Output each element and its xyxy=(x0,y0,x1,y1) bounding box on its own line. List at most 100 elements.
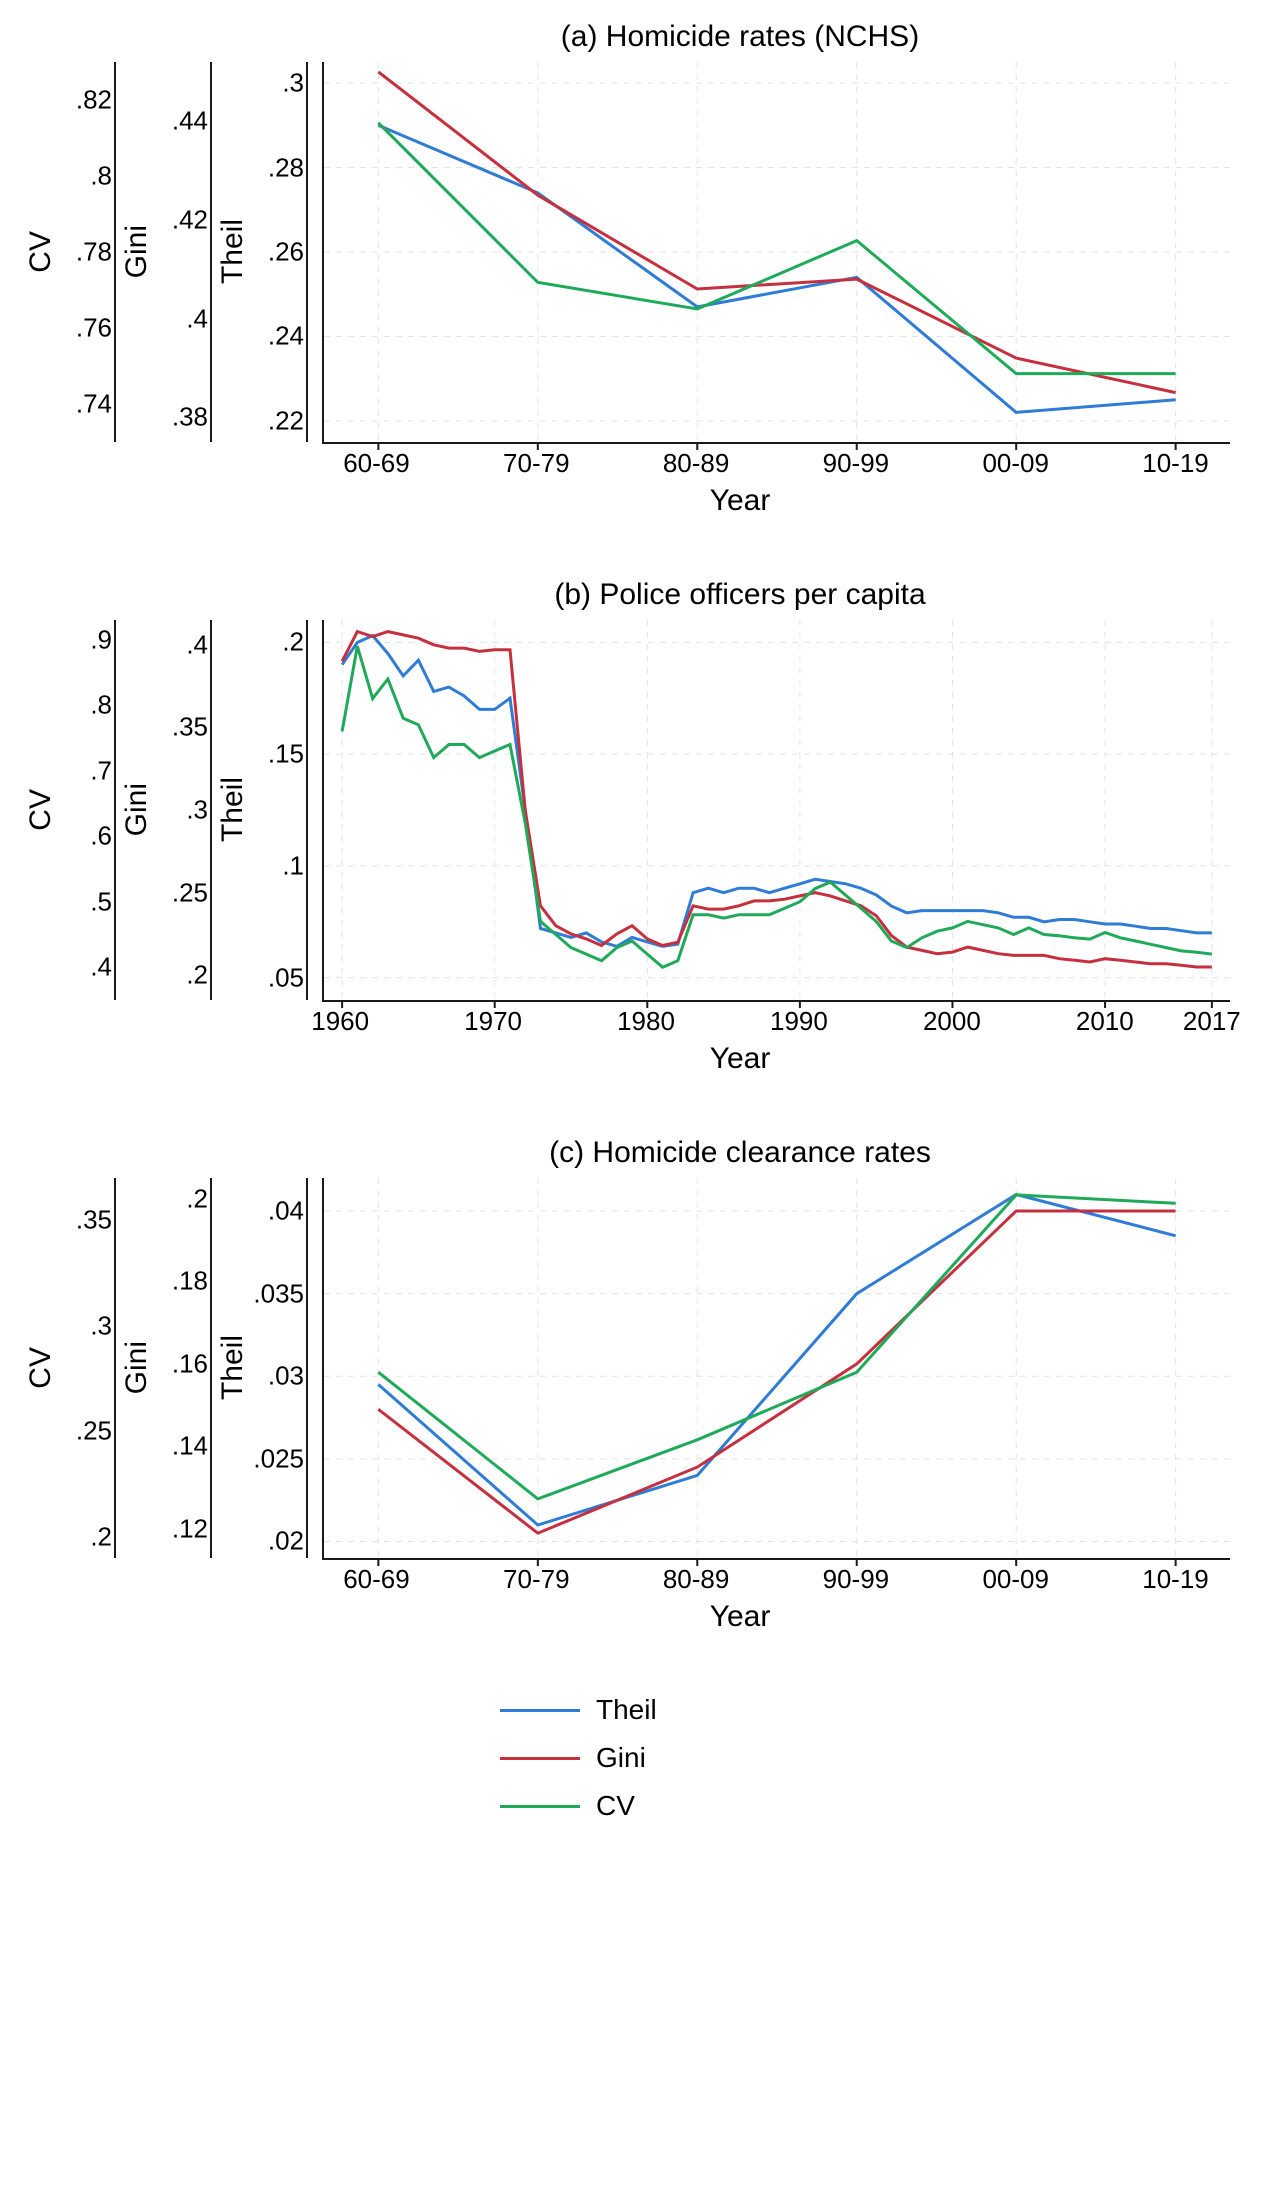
spacer xyxy=(20,1560,116,1594)
x-ticks-wrap: 1960197019801990200020102017 xyxy=(20,1002,1260,1036)
figure-root: (a) Homicide rates (NCHS)CV.74.76.78.8.8… xyxy=(20,20,1260,1822)
legend-label: CV xyxy=(596,1790,635,1822)
x-ticks-wrap: 60-69 70-79 80-89 90-99 00-09 10-19 xyxy=(20,444,1260,478)
y-tick: .035 xyxy=(253,1278,304,1309)
y-tick: .25 xyxy=(76,1416,112,1447)
x-tick: 00-09 xyxy=(982,448,1049,479)
y-tick: .4 xyxy=(186,629,208,660)
panel-c: (c) Homicide clearance rates CV .2 .25 .3 .35… xyxy=(20,1136,1260,1634)
x-tick: 1980 xyxy=(617,1006,675,1037)
panel-title: (a) Homicide rates (NCHS) xyxy=(220,20,1260,54)
y-axis-cv: CV.2.25.3.35 xyxy=(20,1178,116,1558)
x-axis-label: Year xyxy=(220,1042,1260,1076)
series-theil xyxy=(378,1195,1175,1526)
y-axis-gini: Gini.38.4.42.44 xyxy=(116,62,212,442)
y-tick: .9 xyxy=(90,624,112,655)
spacer xyxy=(20,1002,116,1036)
y-tick: .2 xyxy=(186,960,208,991)
y-tick: .3 xyxy=(282,68,304,99)
x-tick: 10-19 xyxy=(1142,1564,1209,1595)
y-tick: .82 xyxy=(76,85,112,116)
axis-label: Theil xyxy=(212,777,254,842)
y-axis-cv: CV.4.5.6.7.8.9 xyxy=(20,620,116,1000)
x-ticks-wrap: 60-6970-7980-8990-9900-0910-19 xyxy=(20,1560,1260,1594)
y-tick: .03 xyxy=(268,1361,304,1392)
legend-item-gini: Gini xyxy=(500,1742,780,1774)
axis-ticks: .2.25.3.35.4 xyxy=(158,620,212,1000)
axis-ticks: .02.025.03.035.04 xyxy=(254,1178,308,1558)
y-tick: .02 xyxy=(268,1526,304,1557)
x-tick: 70-79 xyxy=(503,448,570,479)
plot-area xyxy=(322,620,1230,1002)
y-tick: .16 xyxy=(172,1348,208,1379)
y-tick: .14 xyxy=(172,1431,208,1462)
legend-swatch xyxy=(500,1757,580,1760)
panel-title: (c) Homicide clearance rates xyxy=(220,1136,1260,1170)
x-tick: 2010 xyxy=(1076,1006,1134,1037)
series-gini xyxy=(342,632,1212,967)
y-tick: .6 xyxy=(90,821,112,852)
y-tick: .05 xyxy=(268,962,304,993)
axis-ticks: .22.24.26.28.3 xyxy=(254,62,308,442)
y-tick: .42 xyxy=(172,204,208,235)
y-axis-cv: CV.74.76.78.8.82 xyxy=(20,62,116,442)
y-tick: .24 xyxy=(268,321,304,352)
x-tick: 90-99 xyxy=(823,448,890,479)
axis-label: Theil xyxy=(212,1335,254,1400)
axis-label: Gini xyxy=(116,783,158,836)
x-ticks: 1960197019801990200020102017 xyxy=(322,1002,1230,1036)
legend: Theil Gini CV xyxy=(500,1694,780,1822)
plot-area xyxy=(322,1178,1230,1560)
panel-a: (a) Homicide rates (NCHS) CV.74.76.78.8.8… xyxy=(20,20,1260,518)
x-tick: 00-09 xyxy=(982,1564,1049,1595)
x-tick: 2017 xyxy=(1183,1006,1241,1037)
axis-ticks: .38 .4 .42 .44 xyxy=(158,62,212,442)
plot-row: CV.2.25.3.35Gini.12.14.16.18.2Theil.02.0… xyxy=(20,1178,1260,1560)
axis-label: CV xyxy=(20,789,62,831)
series-cv xyxy=(378,1195,1175,1499)
y-tick: .18 xyxy=(172,1266,208,1297)
plot-row: CV.74.76.78.8.82Gini.38.4.42.44Theil.22.… xyxy=(20,62,1260,444)
y-tick: .26 xyxy=(268,237,304,268)
x-tick: 10-19 xyxy=(1142,448,1209,479)
legend-label: Gini xyxy=(596,1742,646,1774)
legend-item-cv: CV xyxy=(500,1790,780,1822)
axis-label: CV xyxy=(20,231,62,273)
y-tick: .44 xyxy=(172,106,208,137)
x-tick: 60-69 xyxy=(343,448,410,479)
y-tick: .4 xyxy=(186,303,208,334)
y-tick: .35 xyxy=(76,1205,112,1236)
legend-label: Theil xyxy=(596,1694,657,1726)
y-tick: .78 xyxy=(76,237,112,268)
x-axis-label: Year xyxy=(220,484,1260,518)
x-tick: 1970 xyxy=(464,1006,522,1037)
y-tick: .2 xyxy=(186,1183,208,1214)
axis-label: Gini xyxy=(116,1341,158,1394)
axis-ticks: .05.1.15.2 xyxy=(254,620,308,1000)
axis-ticks: .12.14.16.18.2 xyxy=(158,1178,212,1558)
y-tick: .38 xyxy=(172,402,208,433)
spacer xyxy=(212,1002,308,1036)
y-tick: .28 xyxy=(268,152,304,183)
axis-label: CV xyxy=(20,1347,62,1389)
x-axis-label: Year xyxy=(220,1600,1260,1634)
y-tick: .3 xyxy=(90,1310,112,1341)
y-tick: .025 xyxy=(253,1443,304,1474)
axis-ticks: .74.76.78.8.82 xyxy=(62,62,116,442)
axis-ticks: .2.25.3.35 xyxy=(62,1178,116,1558)
x-tick: 70-79 xyxy=(503,1564,570,1595)
y-axis-theil: Theil.05.1.15.2 xyxy=(212,620,308,1000)
y-axis-theil: Theil.22.24.26.28.3 xyxy=(212,62,308,442)
spacer xyxy=(212,444,308,478)
x-tick: 90-99 xyxy=(823,1564,890,1595)
x-tick: 80-89 xyxy=(663,448,730,479)
spacer xyxy=(116,1002,212,1036)
x-ticks: 60-6970-7980-8990-9900-0910-19 xyxy=(322,1560,1230,1594)
panel-b: (b) Police officers per capitaCV.4.5.6.7… xyxy=(20,578,1260,1076)
y-tick: .4 xyxy=(90,952,112,983)
x-ticks: 60-69 70-79 80-89 90-99 00-09 10-19 xyxy=(322,444,1230,478)
legend-swatch xyxy=(500,1709,580,1712)
y-axis-gini: Gini.2.25.3.35.4 xyxy=(116,620,212,1000)
y-axis-theil: Theil.02.025.03.035.04 xyxy=(212,1178,308,1558)
x-tick: 2000 xyxy=(923,1006,981,1037)
